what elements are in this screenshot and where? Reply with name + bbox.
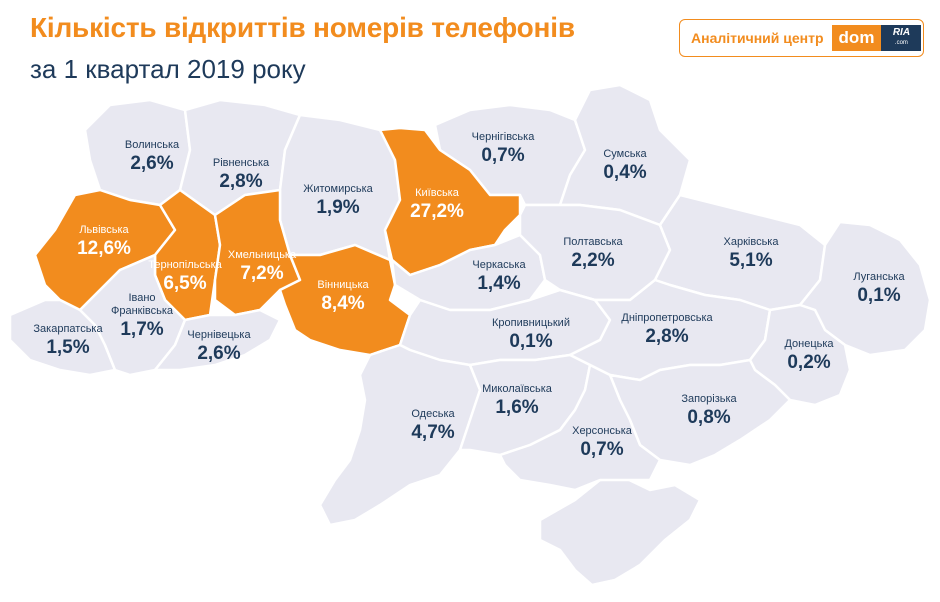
region-label-dnipropetrovska: Дніпропетровська 2,8% — [621, 312, 712, 349]
region-kyivska[interactable] — [378, 126, 522, 277]
region-name: Київська — [415, 187, 459, 199]
region-label-ternopilska: Тернопільська 6,5% — [148, 259, 221, 296]
region-value: 6,5% — [163, 273, 207, 294]
region-value: 2,6% — [197, 343, 241, 364]
region-label-chernihivska: Чернігівська 0,7% — [472, 131, 535, 168]
region-label-vinnytska: Вінницька 8,4% — [317, 279, 368, 316]
region-name: Львівська — [79, 224, 129, 236]
region-label-poltavska: Полтавська 2,2% — [563, 236, 622, 273]
region-label-sumska: Сумська 0,4% — [603, 148, 646, 185]
region-value: 0,2% — [787, 352, 831, 373]
region-name: Тернопільська — [148, 259, 222, 271]
region-name: Херсонська — [572, 425, 632, 437]
region-name: Закарпатська — [33, 323, 103, 335]
region-label-zaporizka: Запорізька 0,8% — [681, 393, 736, 430]
region-label-ivano-frankivska: Івано Франківська 1,7% — [99, 292, 185, 342]
region-label-mykolaivska: Миколаївська 1,6% — [482, 383, 552, 420]
region-value: 27,2% — [410, 201, 464, 222]
region-label-zhytomyrska: Житомирська 1,9% — [303, 183, 373, 220]
region-name: Полтавська — [563, 236, 623, 248]
region-name: Одеська — [411, 408, 455, 420]
logo-ria-text: RIA .com — [881, 25, 922, 51]
region-value: 5,1% — [729, 250, 773, 271]
region-value: 2,2% — [571, 250, 615, 271]
region-name: Кропивницький — [492, 317, 570, 329]
region-name: Житомирська — [303, 183, 373, 195]
region-label-luhanska: Луганська 0,1% — [853, 271, 904, 308]
page-subtitle: за 1 квартал 2019 року — [30, 54, 306, 84]
region-name: Вінницька — [317, 279, 369, 291]
region-value: 12,6% — [77, 238, 131, 259]
region-value: 0,8% — [687, 407, 731, 428]
region-label-khmelnytska: Хмельницька 7,2% — [228, 249, 296, 286]
region-label-khersonska: Херсонська 0,7% — [572, 425, 632, 462]
region-name: Миколаївська — [482, 383, 552, 395]
region-name: Донецька — [784, 338, 834, 350]
region-name: Чернігівська — [471, 131, 535, 143]
region-label-volynska: Волинська 2,6% — [125, 139, 179, 176]
region-value: 1,6% — [495, 397, 539, 418]
region-name: Дніпропетровська — [621, 312, 713, 324]
region-value: 0,7% — [580, 439, 624, 460]
region-value: 0,4% — [603, 162, 647, 183]
region-label-rivnenska: Рівненська 2,8% — [213, 157, 269, 194]
region-value: 0,1% — [857, 285, 901, 306]
domria-logo: dom RIA .com — [831, 25, 922, 51]
region-value: 1,9% — [316, 197, 360, 218]
analytics-center-badge[interactable]: Аналітичний центр dom RIA .com — [679, 19, 924, 57]
region-value: 0,1% — [509, 331, 553, 352]
region-odeska[interactable] — [318, 343, 482, 527]
region-label-lvivska: Львівська 12,6% — [77, 224, 131, 261]
logo-ria-suffix: .com — [894, 40, 908, 46]
region-label-cherkaska: Черкаська 1,4% — [472, 259, 525, 296]
region-name: Волинська — [124, 139, 180, 151]
region-name: Запорізька — [681, 393, 737, 405]
region-label-chernivetska: Чернівецька 2,6% — [187, 329, 250, 366]
region-name: Івано Франківська — [110, 292, 174, 317]
region-name: Хмельницька — [227, 249, 297, 261]
region-name: Луганська — [853, 271, 905, 283]
badge-label: Аналітичний центр — [691, 30, 824, 46]
logo-ria-word: RIA — [892, 27, 911, 38]
region-chernivetska[interactable] — [153, 308, 282, 372]
region-label-kyivska: Київська 27,2% — [410, 187, 464, 224]
region-crimea — [538, 476, 702, 587]
logo-dom-text: dom — [831, 25, 882, 51]
region-value: 1,7% — [120, 319, 164, 340]
region-label-odeska: Одеська 4,7% — [411, 408, 454, 445]
region-label-kropyvnytskyi: Кропивницький 0,1% — [492, 317, 570, 354]
region-value: 0,7% — [481, 145, 525, 166]
region-khersonska[interactable] — [498, 363, 662, 492]
region-label-zakarpatska: Закарпатська 1,5% — [33, 323, 102, 360]
region-value: 1,4% — [477, 273, 521, 294]
region-name: Рівненська — [212, 157, 270, 169]
region-label-donetska: Донецька 0,2% — [784, 338, 833, 375]
region-value: 2,8% — [219, 171, 263, 192]
region-value: 8,4% — [321, 293, 365, 314]
region-name: Черкаська — [472, 259, 526, 271]
region-label-kharkivska: Харківська 5,1% — [724, 236, 779, 273]
region-value: 2,6% — [130, 153, 174, 174]
region-name: Сумська — [603, 148, 647, 160]
page-title: Кількість відкриттів номерів телефонів — [30, 12, 575, 43]
region-value: 1,5% — [46, 337, 90, 358]
region-cherkaska[interactable] — [390, 233, 547, 312]
region-name: Чернівецька — [187, 329, 251, 341]
region-name: Харківська — [723, 236, 779, 248]
region-value: 2,8% — [645, 326, 689, 347]
region-value: 4,7% — [411, 422, 455, 443]
region-value: 7,2% — [240, 263, 284, 284]
